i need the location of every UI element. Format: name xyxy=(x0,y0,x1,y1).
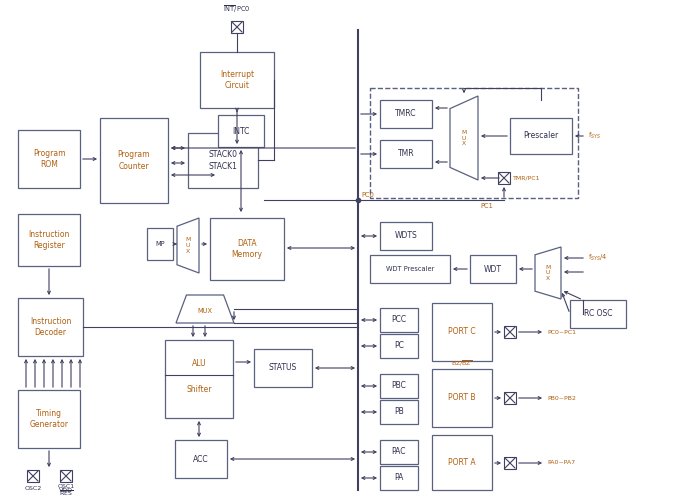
Text: RC OSC: RC OSC xyxy=(584,310,612,318)
Bar xyxy=(380,466,418,490)
Text: M
U
X: M U X xyxy=(185,237,191,254)
Bar xyxy=(218,115,264,147)
Text: PC1: PC1 xyxy=(480,203,493,209)
Bar xyxy=(254,349,312,387)
Text: PC0~PC1: PC0~PC1 xyxy=(547,330,576,334)
Bar xyxy=(432,303,492,361)
Text: Shifter: Shifter xyxy=(186,386,212,394)
Text: Interrupt
Circuit: Interrupt Circuit xyxy=(220,70,254,90)
Text: Timing
Generator: Timing Generator xyxy=(29,409,69,429)
Bar xyxy=(380,140,432,168)
Bar xyxy=(210,218,284,280)
Bar xyxy=(165,340,233,418)
Text: WDT Prescaler: WDT Prescaler xyxy=(386,266,434,272)
Bar xyxy=(18,130,80,188)
Text: Instruction
Register: Instruction Register xyxy=(29,230,69,250)
Text: ALU: ALU xyxy=(191,358,206,368)
Text: PA0~PA7: PA0~PA7 xyxy=(547,460,575,466)
Text: PC0: PC0 xyxy=(361,192,374,198)
Text: VDD: VDD xyxy=(59,488,73,493)
Text: $\overline{\rm RES}$: $\overline{\rm RES}$ xyxy=(59,488,73,498)
Bar xyxy=(27,470,39,482)
Bar xyxy=(504,457,516,469)
Text: STACK0
STACK1: STACK0 STACK1 xyxy=(208,150,238,171)
Text: TMR/PC1: TMR/PC1 xyxy=(513,176,541,180)
Polygon shape xyxy=(535,247,561,299)
Text: Program
Counter: Program Counter xyxy=(118,150,151,171)
Text: INTC: INTC xyxy=(232,126,250,136)
Text: Program
ROM: Program ROM xyxy=(33,149,65,169)
Polygon shape xyxy=(177,218,199,273)
Bar xyxy=(498,172,510,184)
Bar xyxy=(100,118,168,203)
Text: MP: MP xyxy=(155,241,165,247)
Bar xyxy=(18,214,80,266)
Bar xyxy=(380,440,418,464)
Text: DATA
Memory: DATA Memory xyxy=(232,239,262,259)
Text: M
U
X: M U X xyxy=(545,264,551,281)
Text: f$_{SYS}$/4: f$_{SYS}$/4 xyxy=(588,253,607,263)
Polygon shape xyxy=(176,295,234,323)
Bar xyxy=(60,470,72,482)
Text: PORT B: PORT B xyxy=(448,394,476,402)
Text: TMR: TMR xyxy=(398,150,414,158)
Bar xyxy=(147,228,173,260)
Text: PA: PA xyxy=(394,474,404,482)
Bar xyxy=(570,300,626,328)
Bar xyxy=(380,100,432,128)
Bar xyxy=(18,390,80,448)
Text: PB0~PB2: PB0~PB2 xyxy=(547,396,576,400)
Text: MUX: MUX xyxy=(197,308,212,314)
Bar xyxy=(380,222,432,250)
Bar xyxy=(175,440,227,478)
Bar xyxy=(470,255,516,283)
Bar xyxy=(370,88,578,198)
Polygon shape xyxy=(450,96,478,180)
Text: PORT A: PORT A xyxy=(448,458,476,467)
Text: STATUS: STATUS xyxy=(269,364,297,372)
Text: WDT: WDT xyxy=(484,264,502,274)
Bar xyxy=(380,400,418,424)
Text: Prescaler: Prescaler xyxy=(524,132,558,140)
Text: $\overline{\rm INT}$/PC0: $\overline{\rm INT}$/PC0 xyxy=(223,4,251,15)
Bar xyxy=(231,21,243,33)
Bar xyxy=(432,369,492,427)
Bar xyxy=(200,52,274,108)
Bar xyxy=(18,298,83,356)
Bar xyxy=(380,334,418,358)
Text: ACC: ACC xyxy=(193,454,209,464)
Bar xyxy=(432,435,492,490)
Text: WDTS: WDTS xyxy=(394,232,417,240)
Bar xyxy=(188,133,258,188)
Bar xyxy=(380,374,418,398)
Text: OSC2: OSC2 xyxy=(25,486,42,491)
Text: TMRC: TMRC xyxy=(395,110,417,118)
Text: PCC: PCC xyxy=(392,316,407,324)
Text: PB: PB xyxy=(394,408,404,416)
Bar xyxy=(504,326,516,338)
Text: M
U
X: M U X xyxy=(461,130,466,146)
Bar xyxy=(370,255,450,283)
Text: PBC: PBC xyxy=(392,382,407,390)
Text: PC: PC xyxy=(394,342,404,350)
Text: PORT C: PORT C xyxy=(448,328,476,336)
Text: PAC: PAC xyxy=(392,448,407,456)
Text: f$_{SYS}$: f$_{SYS}$ xyxy=(588,131,601,141)
Text: BZ/$\overline{\rm BZ}$: BZ/$\overline{\rm BZ}$ xyxy=(452,359,473,368)
Text: Instruction
Decoder: Instruction Decoder xyxy=(30,317,72,337)
Bar xyxy=(504,392,516,404)
Bar xyxy=(380,308,418,332)
Bar xyxy=(510,118,572,154)
Text: OSC1: OSC1 xyxy=(57,484,74,489)
